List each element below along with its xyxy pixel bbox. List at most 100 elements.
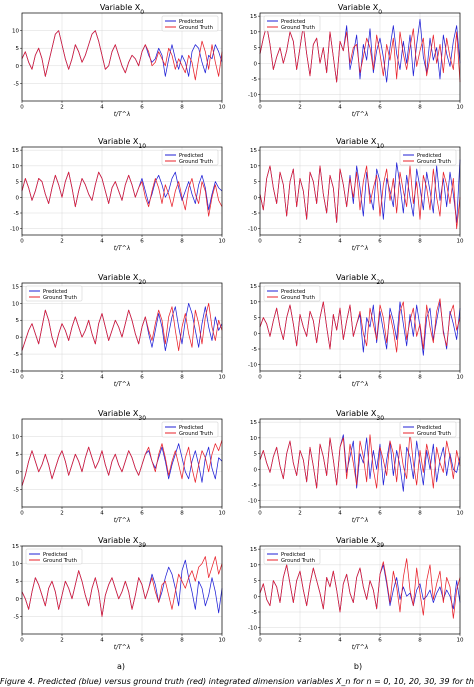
x-tick-label: 4 xyxy=(100,239,104,245)
legend-label-ground-truth: Ground Truth xyxy=(417,431,451,437)
chart-title: Variable X30 xyxy=(98,409,146,422)
y-tick-label: 10 xyxy=(12,29,19,35)
y-tick-label: 0 xyxy=(254,61,258,67)
x-tick-label: 0 xyxy=(258,105,262,111)
axes-frame xyxy=(21,12,223,102)
y-tick-label: 10 xyxy=(250,300,257,306)
x-tick-label: 10 xyxy=(219,105,226,111)
x-tick-label: 10 xyxy=(219,511,226,517)
x-tick-label: 2 xyxy=(60,105,64,111)
y-tick-label: 0 xyxy=(16,597,20,603)
x-tick-label: 2 xyxy=(60,638,64,644)
axes-frame xyxy=(21,146,223,236)
chart-panel-4: Variable X20 0 2 4 6 8 10 -10 -5 0 5 10 15 t/T^λ Predi… xyxy=(10,273,226,388)
axes-frame xyxy=(259,418,461,508)
x-tick-label: 6 xyxy=(378,511,382,517)
x-tick-label: 10 xyxy=(219,375,226,381)
y-tick-label: 15 xyxy=(250,14,257,20)
chart-panel-1: Variable X0 0 2 4 6 8 10 -10 -5 0 5 10 15 t/T^λ Predic… xyxy=(248,3,464,118)
figure-caption: Figure 4. Predicted (blue) versus ground… xyxy=(0,677,474,686)
x-tick-label: 0 xyxy=(20,375,24,381)
y-tick-label: 15 xyxy=(250,547,257,553)
y-tick-label: -5 xyxy=(252,211,258,217)
y-tick-label: 10 xyxy=(12,301,19,307)
y-tick-label: -5 xyxy=(252,610,258,616)
y-tick-label: 10 xyxy=(250,563,257,569)
y-tick-label: 5 xyxy=(16,318,20,324)
legend-label-predicted: Predicted xyxy=(417,153,441,159)
legend-label-ground-truth: Ground Truth xyxy=(179,159,213,165)
y-tick-label: 15 xyxy=(12,148,19,154)
y-tick-label: 10 xyxy=(250,164,257,170)
x-tick-label: 0 xyxy=(258,638,262,644)
series-line-ground-truth xyxy=(259,25,461,83)
y-tick-label: -10 xyxy=(248,363,257,369)
series-line-predicted xyxy=(21,559,223,617)
y-tick-label: 5 xyxy=(254,316,258,322)
y-tick-label: -5 xyxy=(14,211,20,217)
chart-panel-7: Variable X30 0 2 4 6 8 10 -10 -5 0 5 10 15 t/T^λ Predi… xyxy=(248,409,464,524)
subplot-label-a: a) xyxy=(117,662,125,671)
x-tick-label: 10 xyxy=(457,239,464,245)
y-tick-label: 5 xyxy=(16,180,20,186)
legend-label-ground-truth: Ground Truth xyxy=(179,431,213,437)
axes-frame xyxy=(259,545,461,635)
legend-label-ground-truth: Ground Truth xyxy=(43,295,77,301)
x-tick-label: 4 xyxy=(100,375,104,381)
x-tick-label: 8 xyxy=(180,638,184,644)
x-tick-label: 6 xyxy=(378,638,382,644)
x-axis-label: t/T^λ xyxy=(352,245,369,252)
y-tick-label: 15 xyxy=(12,284,19,290)
series-line-predicted xyxy=(21,30,223,77)
legend-label-ground-truth: Ground Truth xyxy=(179,25,213,31)
x-tick-label: 2 xyxy=(298,375,302,381)
x-tick-label: 4 xyxy=(100,638,104,644)
chart-title: Variable X39 xyxy=(336,536,384,549)
x-axis-label: t/T^λ xyxy=(114,111,131,118)
chart-title: Variable X10 xyxy=(336,137,384,150)
y-tick-label: 5 xyxy=(254,579,258,585)
subplot-label-b: b) xyxy=(354,662,362,671)
x-tick-label: 10 xyxy=(457,511,464,517)
axes-frame xyxy=(259,12,461,102)
y-tick-label: -5 xyxy=(252,483,258,489)
y-tick-label: 5 xyxy=(16,579,20,585)
x-tick-label: 0 xyxy=(258,375,262,381)
y-tick-label: -5 xyxy=(252,77,258,83)
series-line-predicted xyxy=(21,171,223,211)
x-tick-label: 8 xyxy=(180,105,184,111)
x-tick-label: 8 xyxy=(180,511,184,517)
y-tick-label: -10 xyxy=(10,227,19,233)
x-tick-label: 10 xyxy=(457,638,464,644)
x-tick-label: 4 xyxy=(100,511,104,517)
x-tick-label: 2 xyxy=(298,239,302,245)
series-line-ground-truth xyxy=(21,556,223,617)
y-tick-label: 0 xyxy=(254,195,258,201)
x-tick-label: 2 xyxy=(298,638,302,644)
x-tick-label: 2 xyxy=(60,239,64,245)
x-axis-label: t/T^λ xyxy=(352,111,369,118)
axes-frame xyxy=(259,282,461,372)
x-tick-label: 6 xyxy=(140,239,144,245)
x-axis-label: t/T^λ xyxy=(352,517,369,524)
x-axis-label: t/T^λ xyxy=(114,644,131,651)
x-tick-label: 2 xyxy=(298,105,302,111)
chart-panel-8: Variable X39 0 2 4 6 8 10 -5 0 5 10 15 t/T^λ Predicte… xyxy=(12,536,226,651)
legend-label-ground-truth: Ground Truth xyxy=(43,558,77,564)
x-tick-label: 6 xyxy=(140,375,144,381)
legend-label-predicted: Predicted xyxy=(281,552,305,558)
x-axis-label: t/T^λ xyxy=(114,245,131,252)
x-tick-label: 6 xyxy=(140,511,144,517)
y-tick-label: 5 xyxy=(254,46,258,52)
legend-label-ground-truth: Ground Truth xyxy=(417,159,451,165)
y-tick-label: 5 xyxy=(254,452,258,458)
x-tick-label: 0 xyxy=(20,638,24,644)
y-tick-label: -10 xyxy=(248,93,257,99)
